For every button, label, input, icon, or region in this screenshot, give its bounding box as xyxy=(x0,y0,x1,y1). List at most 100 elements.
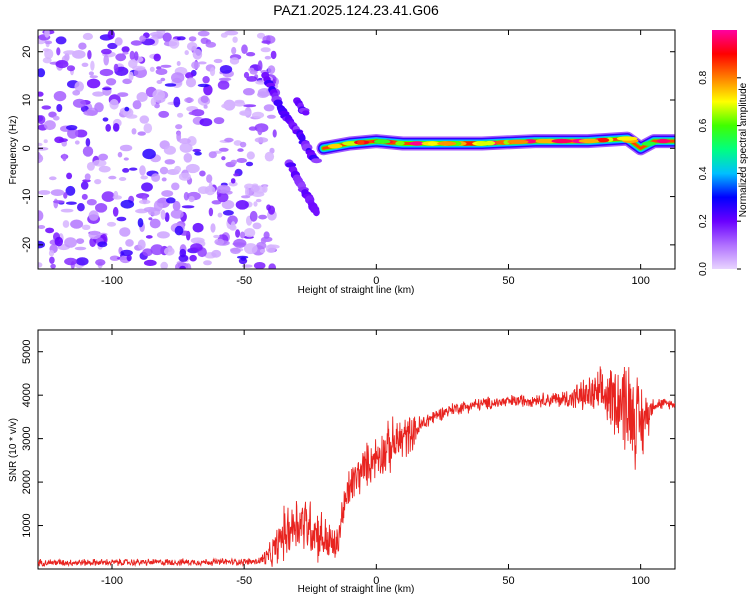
noise-blob xyxy=(265,244,276,254)
noise-blob xyxy=(249,210,258,222)
noise-blob xyxy=(237,148,244,152)
noise-blob xyxy=(240,256,247,261)
noise-blob xyxy=(261,40,271,44)
noise-blob xyxy=(206,174,213,183)
noise-blob xyxy=(176,61,181,66)
noise-blob xyxy=(255,198,262,203)
noise-blob xyxy=(112,123,120,132)
noise-blob xyxy=(43,139,48,144)
noise-blob xyxy=(162,32,172,43)
noise-blob xyxy=(222,210,234,216)
colorbar-label: Normalized spectral amplitude xyxy=(738,82,749,217)
noise-blob xyxy=(178,172,191,181)
noise-blob xyxy=(190,243,203,252)
tone-hotspot xyxy=(616,136,638,141)
noise-blob xyxy=(138,199,151,205)
noise-blob xyxy=(101,191,116,202)
noise-blob xyxy=(49,256,55,264)
noise-blob xyxy=(149,66,155,72)
snr-y-label: SNR (10 * v/v) xyxy=(8,418,19,482)
noise-blob xyxy=(92,91,105,97)
noise-blob xyxy=(176,36,186,41)
spectrogram-field xyxy=(38,30,675,269)
noise-blob xyxy=(230,178,236,184)
noise-blob xyxy=(243,88,255,96)
noise-blob xyxy=(123,157,129,161)
noise-blob xyxy=(66,125,78,131)
noise-blob xyxy=(251,111,265,119)
noise-blob xyxy=(72,90,81,96)
noise-blob xyxy=(219,65,233,74)
noise-blob xyxy=(116,216,127,222)
noise-blob xyxy=(210,223,216,233)
noise-blob xyxy=(124,106,130,112)
noise-blob xyxy=(184,97,194,103)
noise-blob xyxy=(263,104,275,112)
noise-blob xyxy=(66,65,76,72)
noise-blob xyxy=(139,35,146,42)
noise-blob xyxy=(130,40,143,46)
noise-blob xyxy=(188,36,197,42)
noise-blob xyxy=(266,204,271,211)
noise-blob xyxy=(80,181,89,190)
noise-blob xyxy=(253,201,258,207)
noise-blob xyxy=(197,61,207,65)
colorbar-tick-label: 0.6 xyxy=(698,118,709,132)
noise-blob xyxy=(150,97,157,107)
noise-blob xyxy=(240,231,245,239)
noise-blob xyxy=(221,200,235,210)
noise-blob xyxy=(129,167,138,171)
noise-blob xyxy=(88,71,94,76)
noise-blob xyxy=(178,138,191,145)
tone-hotspot xyxy=(578,138,600,144)
noise-blob xyxy=(44,30,50,38)
figure-title: PAZ1.2025.124.23.41.G06 xyxy=(273,2,439,18)
tone-hotspot xyxy=(551,138,573,144)
noise-blob xyxy=(199,170,206,177)
noise-blob xyxy=(56,104,63,112)
noise-blob xyxy=(53,198,59,209)
noise-blob xyxy=(38,225,46,229)
noise-blob xyxy=(218,147,229,152)
noise-blob xyxy=(45,227,55,234)
snr-x-label: Height of straight line (km) xyxy=(298,584,415,595)
noise-blob xyxy=(63,50,77,55)
noise-blob xyxy=(81,193,88,200)
noise-blob xyxy=(125,114,138,119)
noise-blob xyxy=(119,144,133,152)
noise-blob xyxy=(115,53,127,62)
noise-blob xyxy=(263,231,270,239)
y-tick-label: -20 xyxy=(21,237,33,253)
tone-hotspot xyxy=(641,141,657,146)
noise-blob xyxy=(243,104,257,108)
noise-blob xyxy=(107,30,115,40)
noise-blob xyxy=(38,91,44,97)
noise-blob xyxy=(208,181,213,193)
noise-blob xyxy=(56,47,61,56)
y-tick-label: 0 xyxy=(21,145,33,151)
noise-blob xyxy=(224,30,239,36)
noise-blob xyxy=(145,235,153,239)
snr-panel: -100 -50 0 50 100 1000 2000 3000 4000 5000 Heigh… xyxy=(8,329,676,595)
spectrogram-x-axis: -100 -50 0 50 100 xyxy=(101,30,650,287)
noise-blob xyxy=(50,263,56,269)
x-tick-label: 0 xyxy=(373,275,379,287)
noise-blob xyxy=(113,190,119,200)
colorbar-tick-label: 0.4 xyxy=(698,166,709,180)
noise-blob xyxy=(221,103,231,109)
noise-blob xyxy=(260,47,271,53)
noise-blob xyxy=(98,165,111,173)
noise-blob xyxy=(158,110,170,118)
noise-blob xyxy=(53,91,67,102)
noise-blob xyxy=(132,100,142,110)
noise-blob xyxy=(168,38,180,49)
noise-blob xyxy=(184,50,189,56)
noise-blob xyxy=(245,161,254,167)
noise-blob xyxy=(218,77,232,82)
noise-blob xyxy=(227,215,238,226)
noise-blob xyxy=(202,76,210,84)
x-tick-label: 100 xyxy=(631,575,649,587)
noise-blob xyxy=(122,78,132,85)
noise-blob xyxy=(109,99,119,110)
